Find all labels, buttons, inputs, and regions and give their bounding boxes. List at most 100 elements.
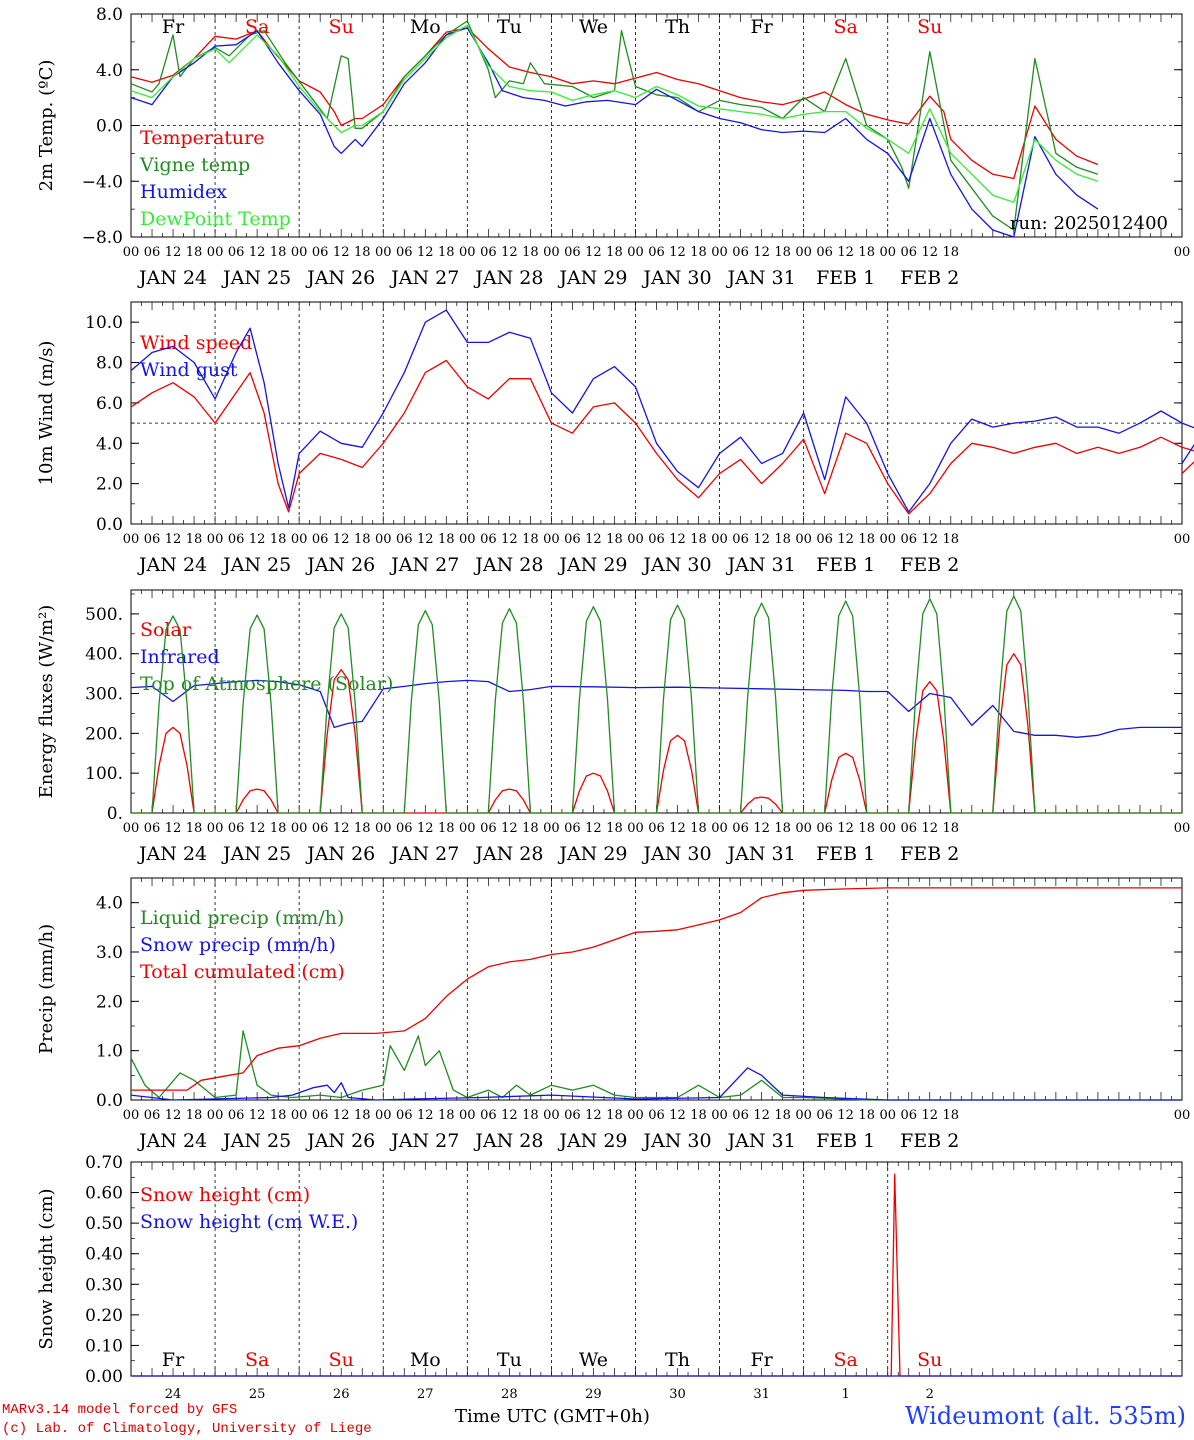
x-hour-label: 12 [417, 1108, 434, 1123]
x-date-label: JAN 30 [641, 554, 711, 576]
y-axis-label: 10m Wind (m/s) [36, 341, 57, 486]
y-tick-label: 0.0 [96, 1091, 123, 1111]
x-hour-label: 18 [858, 821, 875, 836]
x-date-label: JAN 27 [389, 267, 459, 289]
x-hour-label: 00 [291, 821, 308, 836]
series-line [130, 20, 1099, 231]
x-hour-label: 12 [501, 821, 518, 836]
x-hour-label: 06 [312, 532, 329, 547]
x-hour-label: 12 [921, 245, 938, 260]
weekday-label: Sa [245, 1349, 269, 1371]
x-hour-label: 06 [228, 821, 245, 836]
series-line [130, 27, 1099, 238]
x-date-label: JAN 28 [473, 843, 543, 865]
x-hour-label: 18 [774, 1108, 791, 1123]
x-hour-label: 00 [459, 532, 476, 547]
series-line [130, 359, 1194, 515]
x-hour-label: 00 [879, 1108, 896, 1123]
x-hour-label: 06 [396, 1108, 413, 1123]
x-hour-label: 18 [438, 1108, 455, 1123]
x-hour-label: 00 [375, 245, 392, 260]
weekday-label: Mo [410, 16, 441, 38]
x-day-number: 28 [501, 1387, 518, 1402]
x-day-number: 25 [249, 1387, 266, 1402]
x-hour-label: 00 [627, 821, 644, 836]
x-hour-label: 06 [648, 532, 665, 547]
plot-frame [130, 589, 1183, 814]
x-hour-label: 12 [333, 532, 350, 547]
x-date-label: FEB 2 [900, 554, 959, 576]
x-day-number: 29 [585, 1387, 602, 1402]
x-date-label: JAN 31 [726, 267, 796, 289]
x-hour-label: 12 [165, 532, 182, 547]
station-name: Wideumont (alt. 535m) [904, 1402, 1186, 1430]
x-hour-label: 06 [648, 1108, 665, 1123]
x-hour-label: 18 [774, 532, 791, 547]
series-line [131, 653, 1182, 814]
y-tick-label: 8.0 [96, 5, 123, 25]
x-hour-label: 06 [228, 245, 245, 260]
x-hour-label: 18 [522, 245, 539, 260]
x-date-label: FEB 1 [816, 267, 875, 289]
legend-entry: Infrared [140, 646, 220, 668]
weekday-label: Su [329, 16, 354, 38]
y-tick-label: 2.0 [96, 992, 123, 1012]
x-hour-label: 00 [711, 532, 728, 547]
x-hour-label: 00 [1174, 1108, 1191, 1123]
x-hour-label: 18 [606, 245, 623, 260]
x-date-label: JAN 29 [557, 267, 627, 289]
series-line [131, 887, 1182, 1091]
x-hour-label: 00 [795, 245, 812, 260]
x-date-label: JAN 25 [221, 1130, 291, 1152]
x-hour-label: 12 [753, 1108, 770, 1123]
x-hour-label: 12 [333, 1108, 350, 1123]
x-hour-label: 06 [396, 532, 413, 547]
weekday-label: We [579, 1349, 608, 1371]
x-date-label: JAN 25 [221, 554, 291, 576]
x-hour-label: 06 [480, 1108, 497, 1123]
x-hour-label: 18 [606, 532, 623, 547]
x-hour-label: 12 [417, 532, 434, 547]
panel-temp: 8.0 4.0 0.0 −4.0 −8.0 2m Temp. (ºC) 00 06 12 18 JA… [36, 5, 1190, 289]
x-hour-label: 00 [207, 821, 224, 836]
x-hour-label: 06 [900, 821, 917, 836]
x-hour-label: 00 [459, 821, 476, 836]
x-hour-label: 06 [228, 1108, 245, 1123]
y-tick-label: 4.0 [96, 434, 123, 454]
x-hour-label: 06 [900, 245, 917, 260]
x-hour-label: 18 [690, 1108, 707, 1123]
x-hour-label: 00 [1174, 245, 1191, 260]
y-tick-label: 0.40 [85, 1245, 123, 1265]
x-hour-label: 00 [123, 821, 140, 836]
series-line [131, 595, 1182, 814]
y-tick-label: 100. [85, 764, 123, 784]
x-hour-label: 18 [438, 532, 455, 547]
x-hour-label: 18 [186, 532, 203, 547]
x-date-label: JAN 29 [557, 554, 627, 576]
x-date-label: JAN 31 [726, 554, 796, 576]
x-hour-label: 00 [627, 532, 644, 547]
y-tick-label: 0.0 [96, 117, 123, 137]
x-hour-label: 06 [900, 1108, 917, 1123]
x-hour-label: 06 [564, 1108, 581, 1123]
x-hour-label: 12 [921, 821, 938, 836]
x-hour-label: 00 [291, 1108, 308, 1123]
x-hour-label: 06 [564, 532, 581, 547]
x-hour-label: 06 [480, 245, 497, 260]
x-hour-label: 12 [837, 532, 854, 547]
x-hour-label: 18 [438, 245, 455, 260]
y-tick-label: 8.0 [96, 354, 123, 374]
x-hour-label: 18 [270, 245, 287, 260]
x-hour-label: 00 [123, 1108, 140, 1123]
x-hour-label: 06 [732, 245, 749, 260]
x-date-label: FEB 2 [900, 843, 959, 865]
x-hour-label: 12 [165, 1108, 182, 1123]
x-hour-label: 18 [690, 821, 707, 836]
x-hour-label: 12 [837, 821, 854, 836]
x-hour-label: 12 [165, 821, 182, 836]
x-hour-label: 00 [123, 245, 140, 260]
x-hour-label: 12 [585, 821, 602, 836]
x-date-label: JAN 24 [137, 554, 207, 576]
x-hour-label: 18 [690, 532, 707, 547]
series-line [130, 309, 1194, 513]
